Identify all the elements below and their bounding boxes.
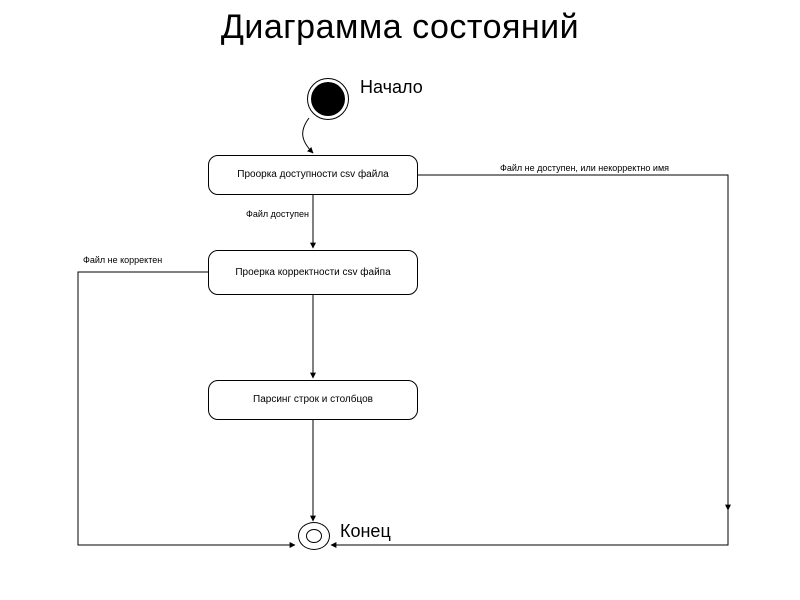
start-label: Начало — [360, 78, 423, 98]
edge-label-file-invalid: Файл не корректен — [83, 256, 162, 266]
state-check-correctness: Проерка корректности csv файпа — [208, 250, 418, 295]
diagram-title: Диаграмма состояний — [0, 8, 800, 47]
edge-label-file-available: Файл доступен — [246, 210, 309, 220]
start-node-fill — [311, 82, 345, 116]
end-node-inner — [306, 529, 322, 543]
edge-start-to-n1 — [303, 118, 313, 153]
end-label: Конец — [340, 522, 391, 542]
state-check-availability: Проорка доступности csv файла — [208, 155, 418, 195]
state-parsing: Парсинг строк и столбцов — [208, 380, 418, 420]
start-node — [307, 78, 349, 120]
edge-unavailable-to-end — [331, 175, 728, 545]
edge-label-file-unavailable: Файл не доступен, или некорректно имя — [500, 164, 669, 174]
